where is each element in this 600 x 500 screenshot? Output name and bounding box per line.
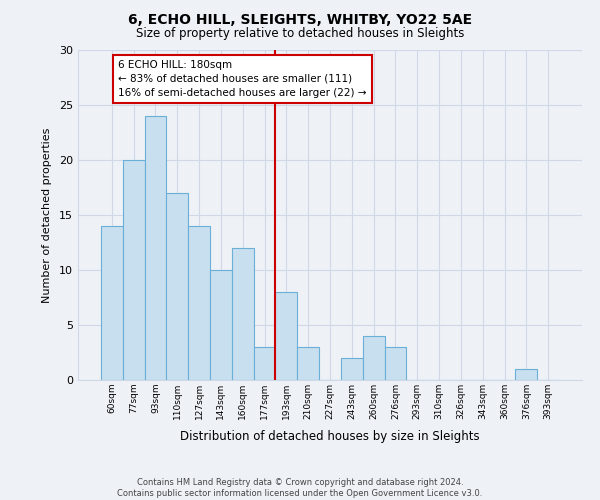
Y-axis label: Number of detached properties: Number of detached properties [42,128,52,302]
X-axis label: Distribution of detached houses by size in Sleights: Distribution of detached houses by size … [180,430,480,444]
Bar [123,160,145,380]
Text: Size of property relative to detached houses in Sleights: Size of property relative to detached ho… [136,28,464,40]
Bar [210,270,232,380]
Bar [515,369,537,380]
Bar [254,347,275,380]
Bar [363,336,385,380]
Text: 6 ECHO HILL: 180sqm
← 83% of detached houses are smaller (111)
16% of semi-detac: 6 ECHO HILL: 180sqm ← 83% of detached ho… [118,60,367,98]
Bar [188,226,210,380]
Bar [166,193,188,380]
Bar [145,116,166,380]
Bar [232,248,254,380]
Text: Contains HM Land Registry data © Crown copyright and database right 2024.
Contai: Contains HM Land Registry data © Crown c… [118,478,482,498]
Bar [297,347,319,380]
Bar [385,347,406,380]
Bar [341,358,363,380]
Text: 6, ECHO HILL, SLEIGHTS, WHITBY, YO22 5AE: 6, ECHO HILL, SLEIGHTS, WHITBY, YO22 5AE [128,12,472,26]
Bar [101,226,123,380]
Bar [275,292,297,380]
